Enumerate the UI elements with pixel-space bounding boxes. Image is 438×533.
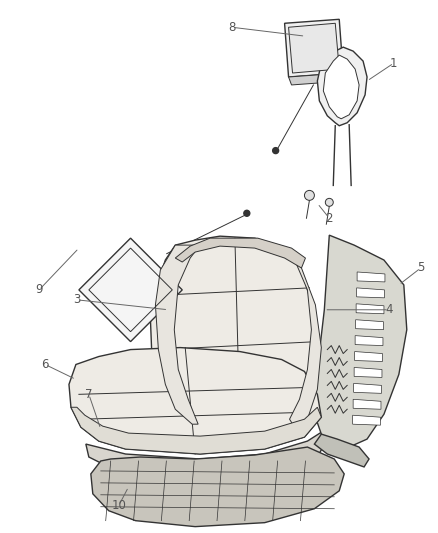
Polygon shape [353,399,381,409]
Text: 7: 7 [85,388,92,401]
Polygon shape [79,238,182,342]
Polygon shape [175,238,305,268]
Text: 2: 2 [325,212,333,225]
Text: 8: 8 [228,21,236,34]
Polygon shape [354,367,382,377]
Text: 9: 9 [35,284,43,296]
Polygon shape [357,288,385,298]
Circle shape [325,198,333,206]
Polygon shape [323,55,359,119]
Polygon shape [314,434,369,467]
Polygon shape [289,23,339,73]
Polygon shape [356,320,383,330]
Circle shape [304,190,314,200]
Polygon shape [355,352,382,361]
Polygon shape [285,19,343,77]
Polygon shape [353,383,381,393]
Text: 4: 4 [385,303,392,316]
Polygon shape [282,248,321,427]
Polygon shape [314,235,407,447]
Text: 1: 1 [390,56,398,70]
Polygon shape [91,447,344,527]
Polygon shape [318,47,367,126]
Circle shape [273,148,279,154]
Polygon shape [150,236,324,424]
Polygon shape [357,272,385,282]
Polygon shape [355,336,383,345]
Polygon shape [289,73,346,85]
Polygon shape [69,348,321,454]
Text: 3: 3 [73,293,81,306]
Text: 6: 6 [41,358,49,371]
Text: 10: 10 [111,499,126,512]
Text: 5: 5 [417,262,424,274]
Polygon shape [356,304,384,314]
Circle shape [244,211,250,216]
Polygon shape [155,245,200,424]
Polygon shape [86,427,329,481]
Polygon shape [71,407,321,454]
Polygon shape [353,415,381,425]
